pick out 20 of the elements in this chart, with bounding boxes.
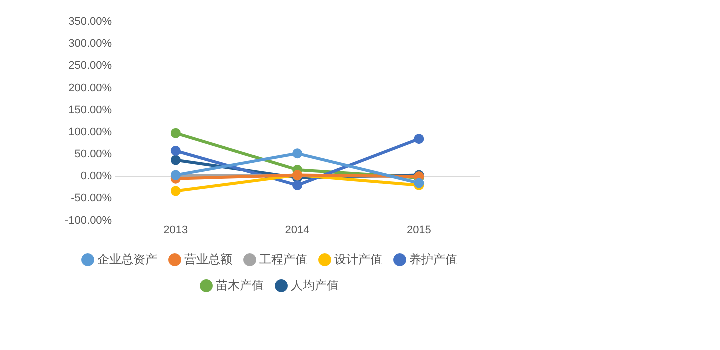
y-tick-label: 250.00% (68, 60, 112, 72)
y-tick-label: 100.00% (68, 126, 112, 138)
legend-label: 营业总额 (184, 252, 232, 266)
legend-label: 人均产值 (291, 278, 339, 292)
y-tick-label: 0.00% (80, 170, 112, 183)
y-tick-label: 350.00% (68, 16, 112, 28)
legend-label: 苗木产值 (216, 278, 264, 292)
x-tick-label: 2015 (406, 224, 432, 236)
x-tick-label: 2013 (164, 224, 188, 236)
y-tick-label: 50.00% (74, 148, 112, 161)
legend-label: 设计产值 (334, 252, 382, 266)
legend-label: 工程产值 (260, 252, 308, 266)
y-tick-label: -100.00% (64, 214, 112, 227)
legend-label: 养护产值 (410, 252, 458, 266)
legend-label: 企业总资产 (98, 252, 158, 266)
y-tick-label: 300.00% (68, 38, 112, 50)
y-tick-label: -50.00% (71, 192, 112, 205)
x-tick-label: 2014 (285, 224, 310, 236)
y-tick-label: 200.00% (68, 82, 112, 94)
y-tick-label: 150.00% (68, 104, 112, 116)
